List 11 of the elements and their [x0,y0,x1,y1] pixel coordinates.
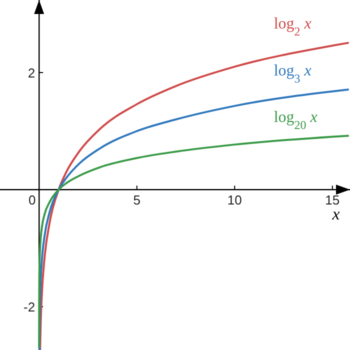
line-series [38,88,350,350]
y-tick-label: -2 [24,300,36,315]
x-tick-label: 0 [28,192,36,208]
x-tick-label: 10 [227,192,242,208]
y-tick-label: 2 [28,66,36,81]
line-series [39,42,350,350]
series-label: log$_{20}$ x [274,108,318,132]
series-label: log$_{2}$ x [274,16,312,39]
line-series [38,134,350,349]
series-label: log$_{3}$ x [274,62,312,86]
x-tick-label: 5 [133,192,140,208]
